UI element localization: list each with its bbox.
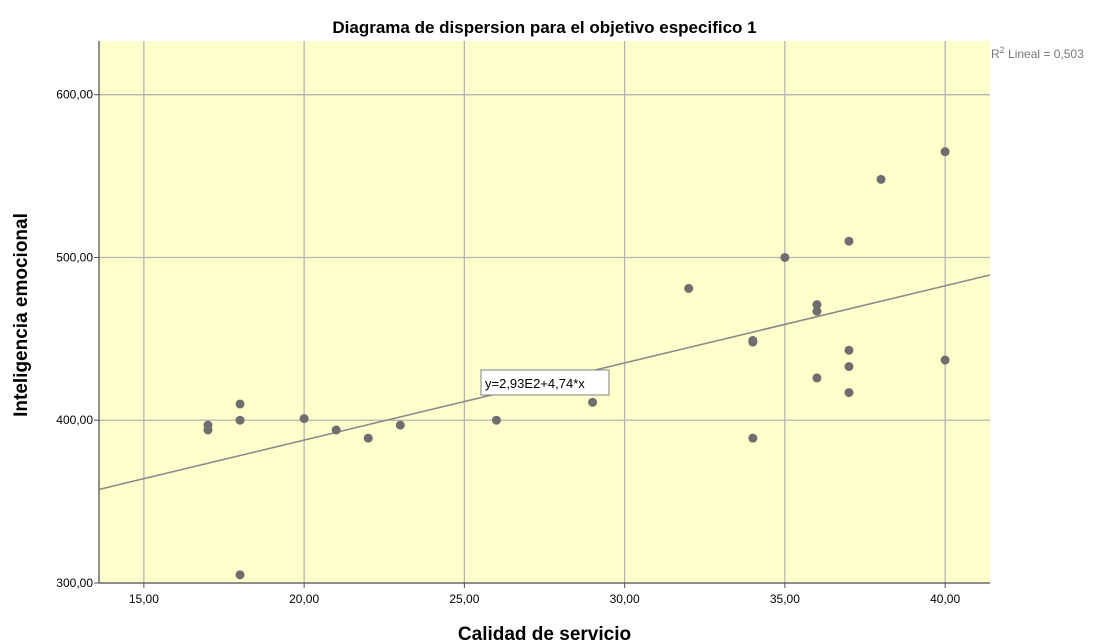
data-point [748,337,758,347]
data-point [491,415,501,425]
data-point [844,362,854,372]
x-tick-label: 35,00 [770,592,800,606]
x-tick-label: 15,00 [129,592,159,606]
plot-background [99,41,990,583]
data-point [684,283,694,293]
x-tick-label: 30,00 [610,592,640,606]
data-point [748,433,758,443]
x-tick-label: 25,00 [449,592,479,606]
y-axis-label: Inteligencia emocional [11,213,32,417]
data-points [203,147,950,580]
data-point [588,397,598,407]
chart-title: Diagrama de dispersion para el objetivo … [332,18,756,37]
data-point [780,252,790,262]
data-point [876,174,886,184]
data-point [235,415,245,425]
data-point [844,236,854,246]
equation-box [480,369,610,396]
x-axis-label: Calidad de servicio [458,624,631,644]
data-point [844,388,854,398]
axes [98,41,990,584]
data-point [235,399,245,409]
data-point [395,420,405,430]
r2-superscript: 2 [1000,45,1005,55]
y-tick-label: 300,00 [56,576,93,590]
data-point [812,300,822,310]
tick-labels: 15,00 20,00 25,00 30,00 35,00 40,00 300,00 400,… [56,88,960,606]
y-tick-label: 500,00 [56,250,93,264]
r2-label: R2 Lineal = 0,503 [991,45,1084,61]
y-tick-label: 400,00 [56,413,93,427]
data-point [235,570,245,580]
data-point [844,345,854,355]
y-tick-label: 600,00 [56,88,93,102]
data-point [812,306,822,316]
equation-annotation: y=2,93E2+4,74*x [480,369,610,396]
x-tick-label: 20,00 [289,592,319,606]
data-point [812,373,822,383]
data-point [940,147,950,157]
x-tick-label: 40,00 [930,592,960,606]
data-point [331,425,341,435]
data-point [299,414,309,424]
data-point [363,433,373,443]
data-point [940,355,950,365]
data-point [203,425,213,435]
r2-symbol: R [991,47,1000,61]
r2-value: Lineal = 0,503 [1005,47,1084,61]
equation-label: y=2,93E2+4,74*x [485,376,585,391]
